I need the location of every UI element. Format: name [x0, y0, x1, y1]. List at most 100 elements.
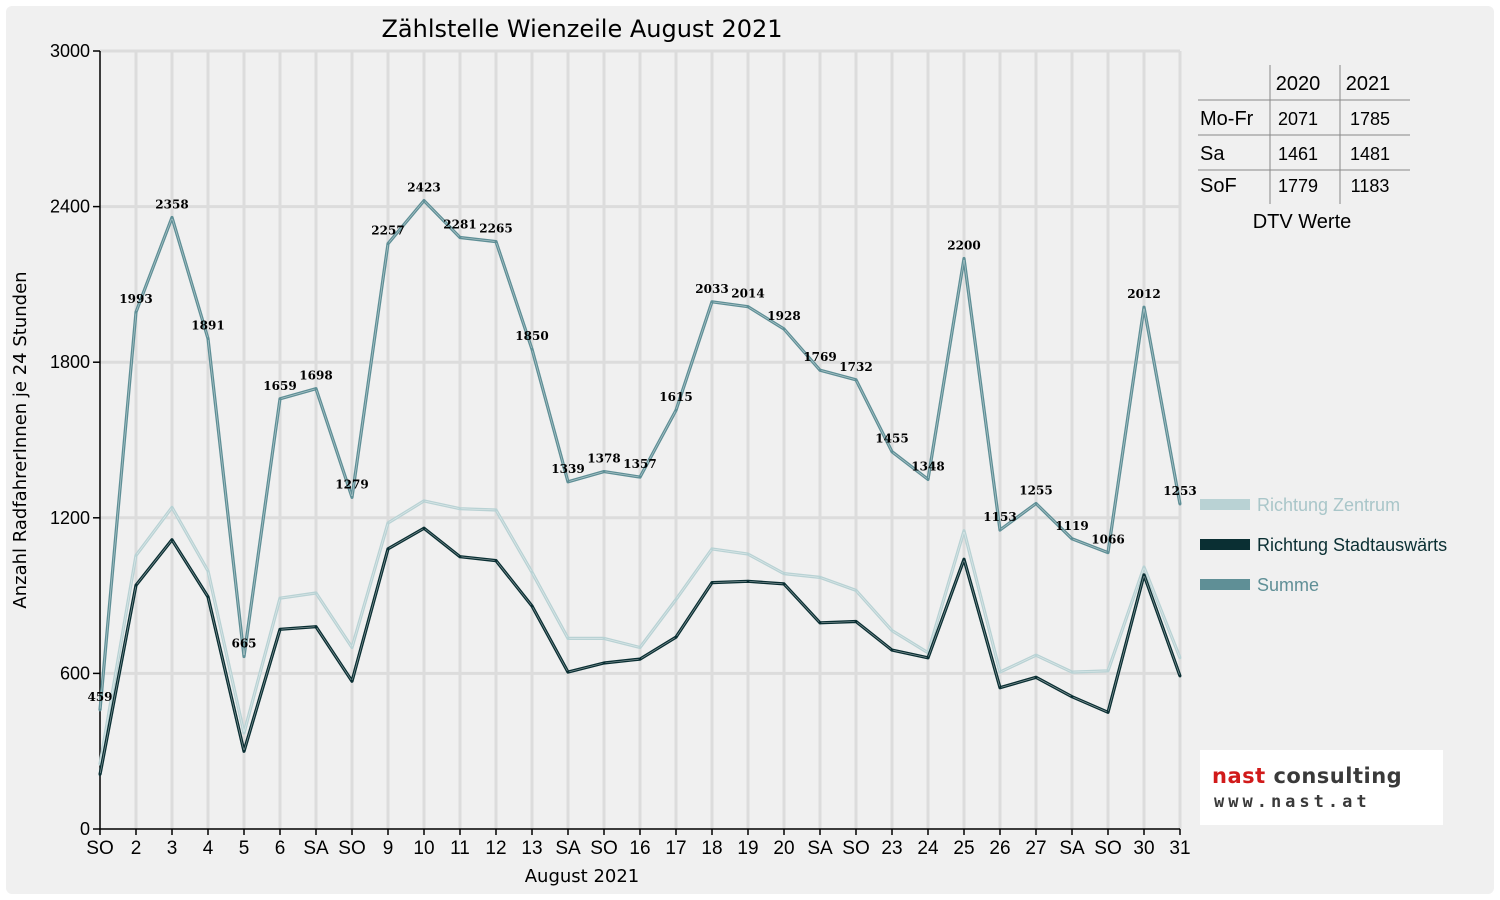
data-label: 1455 [875, 432, 908, 446]
dtv-table: 2020 2021 Mo-Fr 2071 1785 Sa 1461 1481 S… [1198, 65, 1410, 233]
legend-label-zentrum: Richtung Zentrum [1257, 495, 1400, 515]
data-point-zentrum [1142, 565, 1146, 569]
data-label: 1769 [803, 350, 836, 364]
data-point-stadtauswaerts [1178, 674, 1182, 678]
table-caption: DTV Werte [1253, 211, 1352, 233]
x-tick-label: 13 [521, 838, 542, 859]
data-point-stadtauswaerts [782, 582, 786, 586]
data-point-summe [890, 450, 894, 454]
logo-url: www.nast.at [1214, 792, 1371, 812]
data-label: 1339 [551, 462, 584, 476]
data-point-zentrum [1106, 669, 1110, 673]
data-point-summe [242, 655, 246, 658]
data-point-summe [422, 199, 426, 203]
data-point-zentrum [638, 646, 642, 649]
data-point-stadtauswaerts [962, 557, 966, 561]
data-point-summe [386, 242, 390, 246]
y-tick-label: 1200 [50, 508, 90, 528]
data-label: 1378 [587, 452, 620, 466]
x-tick-label: 2 [131, 838, 142, 859]
data-point-zentrum [710, 547, 714, 551]
y-axis-label: Anzahl RadfahrerInnen je 24 Stunden [10, 271, 31, 608]
x-tick-label: 18 [701, 838, 722, 859]
x-tick-label: 30 [1133, 838, 1154, 859]
data-point-zentrum [170, 506, 174, 509]
data-label: 1659 [263, 379, 296, 393]
x-tick-label: 27 [1025, 838, 1046, 859]
y-tick-label: 0 [80, 819, 90, 839]
data-label: 1253 [1163, 484, 1196, 498]
data-point-summe [746, 305, 750, 309]
data-point-summe [350, 495, 354, 499]
x-tick-label: SA [555, 838, 581, 859]
data-label: 1348 [911, 459, 944, 473]
x-tick-label: 20 [773, 838, 794, 859]
x-tick-label: SO [590, 838, 617, 859]
x-tick-label: 4 [203, 838, 214, 859]
data-point-zentrum [674, 598, 678, 601]
x-tick-label: 10 [413, 838, 434, 859]
data-label: 1698 [299, 369, 332, 383]
logo-part-nast: nast [1212, 764, 1266, 788]
data-point-stadtauswaerts [170, 538, 174, 542]
table-cell: 2071 [1278, 109, 1318, 129]
table-cell: 1481 [1350, 144, 1390, 164]
data-label: 1993 [119, 292, 152, 306]
data-point-stadtauswaerts [638, 657, 642, 661]
data-label: 2012 [1127, 287, 1160, 301]
data-point-stadtauswaerts [890, 648, 894, 652]
data-point-summe [926, 478, 930, 481]
data-point-summe [1034, 502, 1038, 505]
x-tick-label: SO [338, 838, 365, 859]
data-label: 1928 [767, 309, 800, 323]
logo-part-consulting: consulting [1265, 764, 1403, 788]
data-point-summe [1142, 305, 1146, 309]
data-label: 2033 [695, 282, 728, 296]
data-point-summe [458, 236, 462, 239]
x-tick-label: 19 [737, 838, 758, 859]
x-tick-label: 16 [629, 838, 650, 859]
data-point-summe [674, 408, 678, 412]
data-point-zentrum [1070, 670, 1074, 674]
x-tick-label: 17 [665, 838, 686, 859]
data-point-zentrum [1178, 656, 1182, 660]
data-point-summe [566, 480, 570, 484]
data-label: 2200 [947, 238, 980, 252]
data-label: 1119 [1055, 519, 1088, 533]
legend-swatch-stadtauswaerts [1200, 539, 1250, 550]
data-point-zentrum [494, 508, 498, 512]
x-tick-label: 31 [1169, 838, 1190, 859]
x-tick-label: SA [1059, 838, 1085, 859]
data-point-summe [602, 470, 606, 474]
legend: Richtung Zentrum Richtung Stadtauswärts … [1200, 495, 1447, 595]
data-label: 1891 [191, 319, 224, 333]
data-point-stadtauswaerts [1070, 695, 1074, 699]
data-point-stadtauswaerts [242, 749, 246, 753]
x-tick-label: SA [303, 838, 329, 859]
data-point-zentrum [350, 646, 354, 649]
data-label: 2423 [407, 181, 440, 195]
data-point-zentrum [242, 731, 246, 735]
data-point-stadtauswaerts [530, 604, 534, 608]
data-point-zentrum [1034, 653, 1038, 657]
x-tick-label: SO [1094, 838, 1121, 859]
data-label: 1279 [335, 477, 368, 491]
table-header-2021: 2021 [1346, 73, 1391, 95]
x-tick-label: 23 [881, 838, 902, 859]
x-tick-label: 11 [450, 838, 470, 859]
logo-wordmark: nast consulting [1212, 764, 1402, 788]
data-point-summe [206, 337, 210, 341]
data-point-summe [1070, 537, 1074, 541]
data-point-stadtauswaerts [998, 686, 1002, 690]
legend-label-summe: Summe [1257, 575, 1319, 595]
table-row-label: Sa [1200, 143, 1225, 165]
x-tick-label: 12 [485, 838, 506, 859]
data-point-summe [314, 387, 318, 391]
data-point-summe [638, 475, 642, 479]
data-point-zentrum [566, 636, 570, 640]
data-label: 1615 [659, 390, 692, 404]
data-label: 2358 [155, 197, 188, 211]
